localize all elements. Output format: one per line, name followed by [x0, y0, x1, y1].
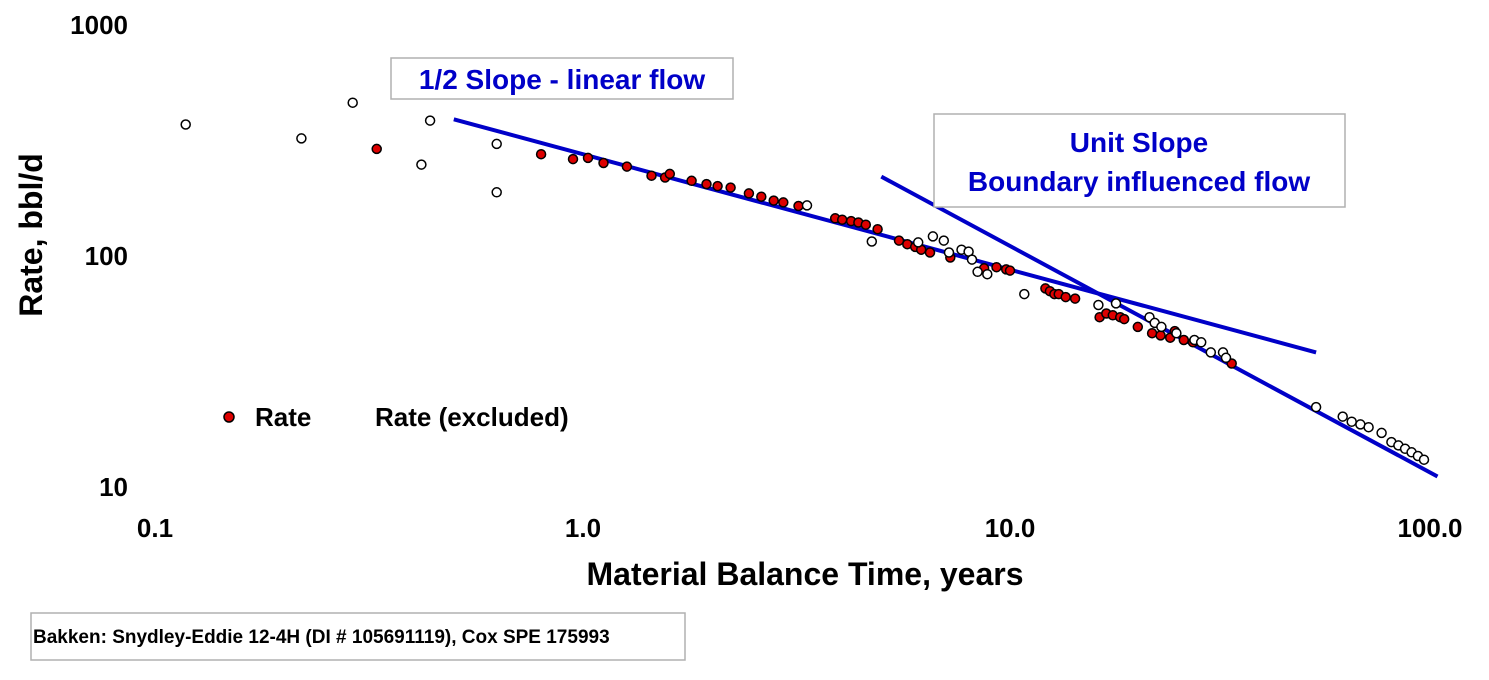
rate-point: [1060, 291, 1071, 303]
x-tick-0-1: 0.1: [137, 513, 173, 543]
source-caption: Bakken: Snydley-Eddie 12-4H (DI # 105691…: [33, 627, 610, 648]
excluded-point: [1337, 411, 1348, 422]
excluded-point: [1195, 337, 1207, 348]
half-slope-line: [453, 117, 1317, 355]
excluded-point: [982, 268, 993, 280]
rate-point: [582, 152, 594, 164]
excluded-point: [491, 138, 502, 150]
data-points: [180, 97, 1430, 465]
rate-point: [991, 261, 1002, 273]
excluded-point: [943, 247, 955, 258]
rate-point: [836, 214, 848, 225]
rate-point: [701, 178, 712, 190]
excluded-point: [416, 159, 427, 170]
excluded-point: [1220, 352, 1232, 364]
rate-point: [1069, 293, 1081, 304]
rate-point: [598, 157, 609, 169]
unit-slope-annotation-box: [933, 113, 1346, 208]
excluded-point: [866, 236, 878, 247]
rate-point: [567, 153, 579, 165]
rate-point: [535, 148, 547, 160]
excluded-point: [1019, 288, 1030, 300]
rate-point: [371, 143, 382, 155]
source-box: [30, 612, 686, 661]
rate-point: [725, 182, 736, 193]
y-axis-title: Rate, bbl/d: [13, 153, 49, 317]
rate-point: [664, 168, 676, 180]
y-tick-10: 10: [99, 472, 128, 502]
x-axis-title: Material Balance Time, years: [587, 556, 1024, 592]
rate-point: [1178, 334, 1190, 346]
rate-point: [793, 200, 804, 212]
x-tick-10-0: 10.0: [985, 513, 1036, 543]
rate-point: [712, 180, 723, 192]
unit-slope-annotation-line1: Unit Slope: [1070, 127, 1208, 158]
legend-excluded-label: Rate (excluded): [375, 402, 569, 432]
rate-point: [872, 223, 883, 235]
rate-point: [686, 175, 697, 187]
excluded-point: [1418, 454, 1430, 465]
excluded-point: [296, 133, 307, 144]
excluded-point: [1346, 416, 1357, 427]
rate-point: [621, 161, 633, 172]
half-slope-annotation-box: [390, 57, 734, 100]
excluded-point: [491, 187, 502, 198]
rate-point: [1132, 321, 1144, 333]
excluded-point: [912, 237, 924, 248]
excluded-point: [1093, 299, 1104, 311]
excluded-point: [347, 97, 358, 108]
excluded-point: [1363, 421, 1374, 433]
excluded-point: [972, 266, 983, 278]
rate-point: [778, 197, 789, 208]
excluded-point: [1171, 327, 1182, 339]
excluded-point: [1156, 321, 1167, 333]
half-slope-annotation: 1/2 Slope - linear flow: [419, 64, 706, 95]
y-tick-100: 100: [85, 241, 128, 271]
rate-point: [860, 219, 872, 230]
rate-point: [1146, 327, 1158, 339]
rate-point: [756, 191, 767, 202]
excluded-point: [966, 254, 978, 265]
excluded-point: [1110, 298, 1122, 309]
excluded-point: [1205, 347, 1217, 358]
excluded-point: [801, 200, 813, 211]
legend-excluded-marker: [344, 411, 356, 423]
rate-point: [1118, 313, 1130, 325]
rate-point: [1004, 265, 1016, 276]
rate-point: [768, 195, 779, 206]
rate-point: [924, 247, 936, 258]
excluded-point: [180, 119, 191, 130]
x-tick-1-0: 1.0: [565, 513, 601, 543]
excluded-point: [927, 231, 939, 242]
y-tick-1000: 1000: [70, 10, 128, 40]
excluded-point: [1310, 401, 1322, 413]
legend-rate-marker: [223, 411, 235, 423]
rate-point: [646, 170, 657, 181]
rate-point: [1155, 330, 1166, 341]
rate-point: [743, 188, 755, 199]
legend-rate-label: Rate: [255, 402, 311, 432]
excluded-point: [938, 235, 950, 246]
excluded-point: [424, 115, 436, 126]
unit-slope-annotation-line2: Boundary influenced flow: [968, 166, 1310, 197]
excluded-point: [1376, 427, 1387, 439]
x-tick-100-0: 100.0: [1397, 513, 1462, 543]
